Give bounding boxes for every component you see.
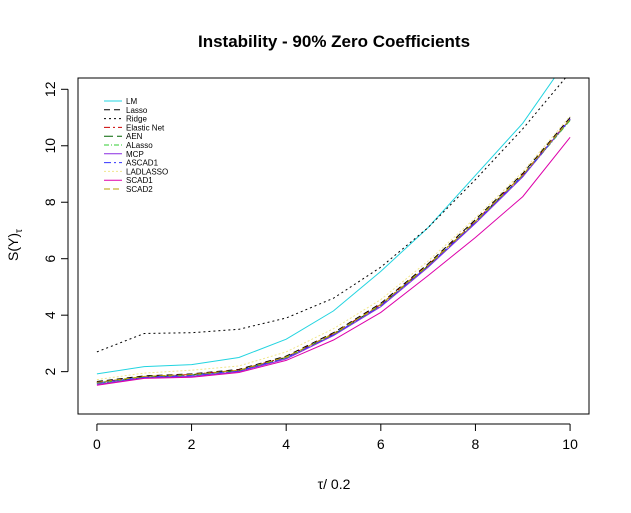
series-line-aen	[96, 119, 571, 384]
y-tick-label: 12	[42, 81, 58, 97]
series-line-mcp	[96, 118, 571, 385]
series-lines	[96, 78, 571, 386]
y-tick-label: 6	[42, 255, 58, 263]
plot-area	[77, 77, 590, 415]
y-tick-label: 4	[42, 311, 58, 319]
series-line-alasso	[96, 120, 571, 384]
y-axis-label-main: S(Y)	[5, 233, 21, 261]
series-line-elastic-net	[96, 118, 571, 383]
x-tick-label: 6	[377, 436, 385, 452]
legend-label: Lasso	[126, 106, 148, 115]
plot-frame	[77, 77, 590, 415]
series-line-scad2	[96, 118, 571, 383]
x-tick-label: 2	[188, 436, 196, 452]
series-line-lasso	[96, 117, 571, 382]
legend-label: LM	[126, 97, 137, 106]
legend-label: ASCAD1	[126, 159, 159, 168]
legend-label: Ridge	[126, 115, 147, 124]
y-tick-label: 8	[42, 198, 58, 206]
legend-label: Elastic Net	[126, 123, 165, 132]
x-tick-label: 0	[93, 436, 101, 452]
y-axis-label: S(Y)τ	[5, 229, 25, 261]
legend-label: LADLASSO	[126, 167, 168, 176]
series-line-ascad1	[96, 119, 571, 384]
series-line-lm	[96, 78, 555, 375]
x-axis-label: τ/ 0.2	[318, 476, 351, 492]
y-axis: 2 4 6 8 10 12	[42, 81, 69, 376]
y-axis-label-subscript: τ	[14, 229, 25, 233]
legend-label: SCAD2	[126, 185, 153, 194]
x-axis: 0 2 4 6 8 10	[93, 423, 578, 452]
x-tick-label: 8	[472, 436, 480, 452]
y-tick-label: 10	[42, 138, 58, 154]
legend-label: AEN	[126, 132, 143, 141]
series-line-ridge	[96, 78, 567, 353]
series-line-ladlasso	[96, 115, 571, 381]
y-tick-label: 2	[42, 368, 58, 376]
legend-label: ALasso	[126, 141, 153, 150]
legend-label: MCP	[126, 150, 144, 159]
legend-label: SCAD1	[126, 176, 153, 185]
series-line-scad1	[96, 136, 571, 386]
x-tick-label: 10	[562, 436, 578, 452]
x-tick-label: 4	[282, 436, 290, 452]
chart-title: Instability - 90% Zero Coefficients	[198, 32, 470, 51]
